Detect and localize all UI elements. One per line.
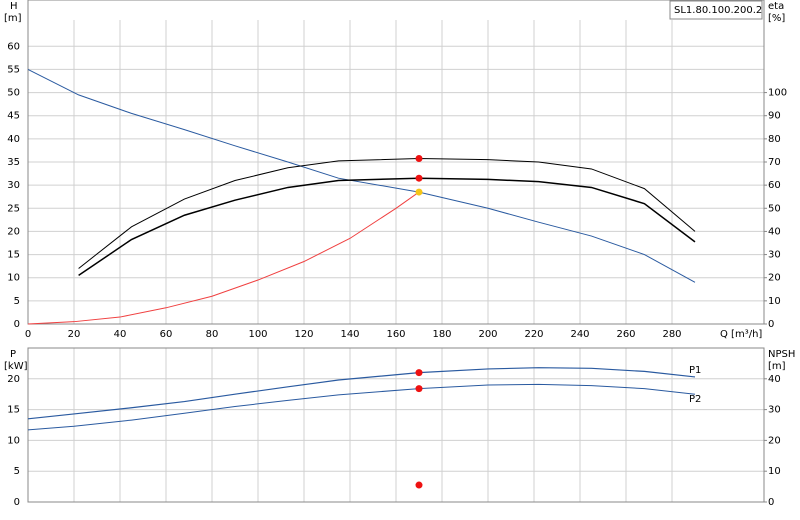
y2-tick-label: 100	[768, 88, 787, 99]
operating-point	[415, 174, 423, 182]
x-axis-label: Q [m³/h]	[720, 329, 762, 340]
plot-frame	[27, 0, 765, 325]
y-tick-label: 5	[14, 466, 20, 477]
operating-point	[415, 385, 423, 393]
chart-title: SL1.80.100.200.2	[674, 5, 762, 16]
y2-tick-label: 80	[768, 134, 781, 145]
x-tick-label: 100	[248, 329, 267, 340]
y-axis-label: H	[10, 1, 18, 12]
curve	[27, 68, 696, 283]
y-tick-label: 35	[7, 157, 20, 168]
y2-tick-label: 60	[768, 180, 781, 191]
x-tick-label: 160	[386, 329, 405, 340]
series-label: P2	[689, 394, 701, 405]
x-tick-label: 140	[340, 329, 359, 340]
x-tick-label: 180	[432, 329, 451, 340]
y-tick-label: 60	[7, 41, 20, 52]
y2-tick-label: 0	[768, 319, 774, 330]
y-tick-label: 50	[7, 88, 20, 99]
y-axis-unit: [kW]	[4, 361, 28, 372]
y2-tick-label: 10	[768, 466, 781, 477]
curve	[78, 158, 696, 269]
y2-axis-unit: [%]	[768, 13, 785, 24]
y-tick-label: 25	[7, 203, 20, 214]
x-tick-label: 260	[616, 329, 635, 340]
y2-axis-unit: [m]	[768, 361, 786, 372]
y-tick-label: 15	[7, 405, 20, 416]
y-tick-label: 20	[7, 226, 20, 237]
operating-point	[415, 155, 423, 163]
x-tick-label: 0	[25, 329, 31, 340]
operating-point	[415, 188, 423, 196]
y2-tick-label: 20	[768, 273, 781, 284]
plot-frame	[27, 347, 765, 503]
y-tick-label: 10	[7, 435, 20, 446]
curve	[78, 177, 696, 277]
x-tick-label: 60	[160, 329, 173, 340]
series-label: P1	[689, 365, 701, 376]
y-axis-label: P	[10, 349, 16, 360]
y2-tick-label: 10	[768, 296, 781, 307]
y-tick-label: 15	[7, 250, 20, 261]
x-tick-label: 40	[114, 329, 127, 340]
title-box	[669, 0, 763, 20]
x-tick-label: 120	[294, 329, 313, 340]
y-tick-label: 0	[14, 319, 20, 330]
y2-tick-label: 70	[768, 157, 781, 168]
x-tick-label: 240	[570, 329, 589, 340]
y-tick-label: 55	[7, 64, 20, 75]
y2-tick-label: 20	[768, 435, 781, 446]
y-tick-label: 10	[7, 273, 20, 284]
y-tick-label: 45	[7, 111, 20, 122]
operating-point	[415, 369, 423, 377]
y-axis-unit: [m]	[4, 13, 22, 24]
y-tick-label: 30	[7, 180, 20, 191]
y2-tick-label: 0	[768, 497, 774, 508]
y2-tick-label: 40	[768, 374, 781, 385]
y2-axis-label: NPSH	[768, 349, 795, 360]
y2-tick-label: 30	[768, 250, 781, 261]
y-tick-label: 0	[14, 497, 20, 508]
y2-tick-label: 40	[768, 226, 781, 237]
curve	[27, 383, 696, 431]
y2-tick-label: 50	[768, 203, 781, 214]
y2-tick-label: 90	[768, 111, 781, 122]
x-tick-label: 220	[524, 329, 543, 340]
y-tick-label: 20	[7, 374, 20, 385]
y-tick-label: 5	[14, 296, 20, 307]
y2-axis-label: eta	[768, 1, 784, 12]
x-tick-label: 200	[478, 329, 497, 340]
x-tick-label: 280	[662, 329, 681, 340]
curve	[27, 191, 420, 325]
x-tick-label: 20	[68, 329, 81, 340]
curve	[27, 367, 696, 420]
y2-tick-label: 30	[768, 405, 781, 416]
y-tick-label: 40	[7, 134, 20, 145]
x-tick-label: 80	[206, 329, 219, 340]
operating-point	[415, 481, 423, 489]
